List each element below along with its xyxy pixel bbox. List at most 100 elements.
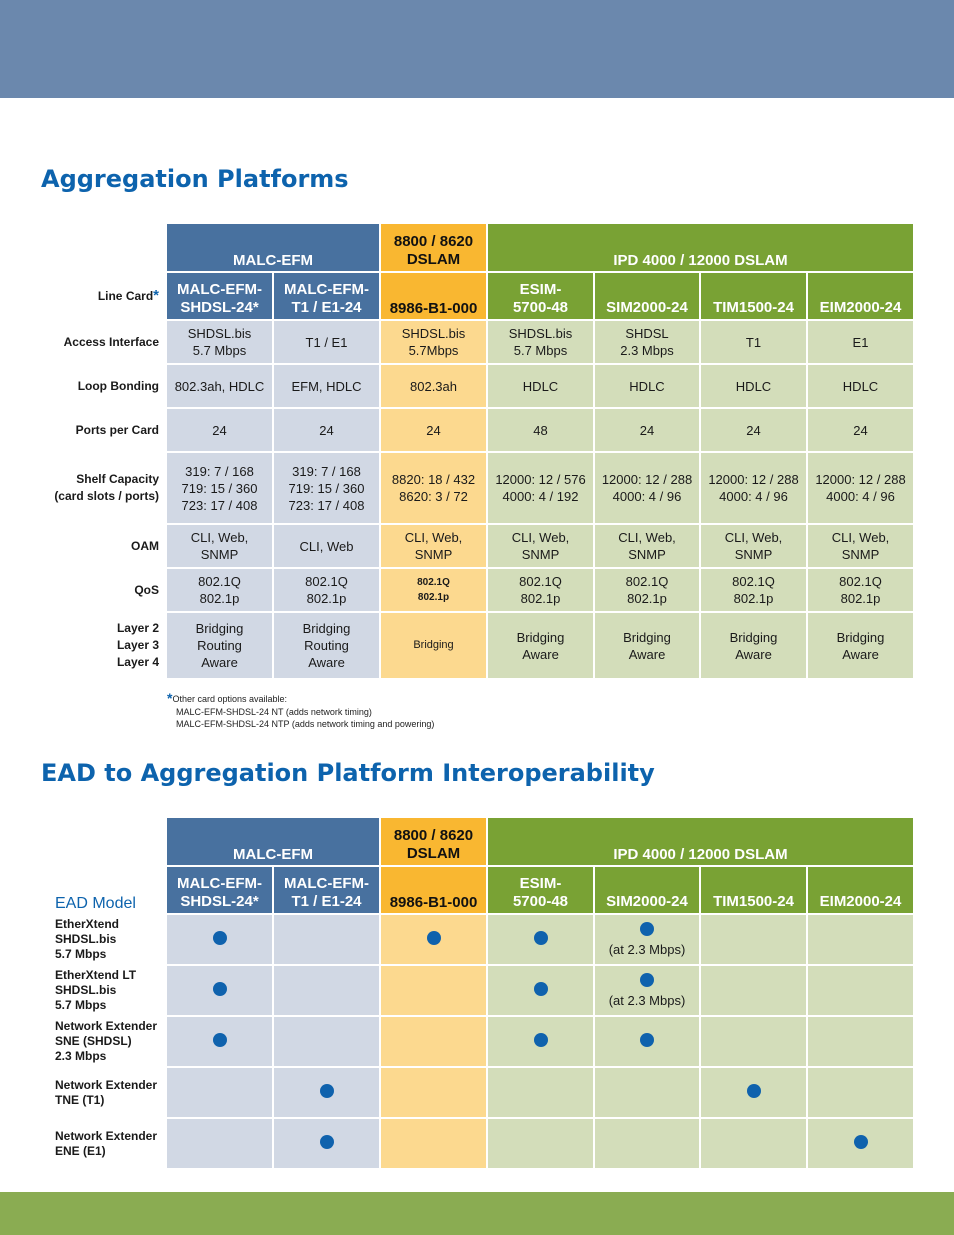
line-card-name: 8986-B1-000 — [389, 894, 478, 911]
spec-value-cell: HDLC — [808, 365, 913, 407]
spec-value: Bridging — [195, 621, 244, 636]
spec-value: 5.7 Mbps — [513, 343, 568, 358]
spec-value: HDLC — [735, 378, 772, 394]
compatibility-dot-wrap — [167, 1033, 272, 1050]
compatibility-cell — [167, 1068, 272, 1117]
ead-model-name: Network Extender SNE (SHDSL) 2.3 Mbps — [43, 1017, 165, 1066]
spec-value: SHDSL.bis — [187, 326, 252, 341]
compatibility-cell — [488, 915, 593, 964]
spec-value: 12000: 12 / 576 — [495, 472, 586, 487]
ead-model-text: 5.7 Mbps — [55, 947, 107, 961]
spec-value: 802.1p — [306, 591, 347, 606]
compatibility-cell — [808, 966, 913, 1015]
compatibility-cell — [808, 1119, 913, 1168]
spec-value: CLI, Web, — [511, 530, 570, 545]
line-card-header: TIM1500-24 — [701, 867, 806, 913]
line-card-name: T1 / E1-24 — [291, 299, 362, 316]
spec-value-cell: 24 — [274, 409, 379, 451]
spec-value: CLI, Web, — [190, 530, 249, 545]
line-card-header: SIM2000-24 — [595, 867, 699, 913]
line-card-name: MALC-EFM- — [177, 875, 262, 892]
line-card-name: TIM1500-24 — [713, 299, 794, 316]
spec-value: 8820: 18 / 432 — [391, 472, 476, 487]
spec-value-cell: CLI, Web, SNMP — [167, 525, 272, 567]
spec-value-cell: Bridging Aware — [701, 613, 806, 678]
compatibility-dot-wrap — [595, 972, 699, 990]
spec-value-cell: Bridging Aware — [488, 613, 593, 678]
compatible-dot-icon — [640, 972, 654, 987]
spec-value: 4000: 4 / 96 — [719, 489, 788, 504]
line-card-header: MALC-EFM- SHDSL-24* — [167, 867, 272, 913]
row-label: Access Interface — [43, 321, 165, 363]
compatibility-cell — [808, 1068, 913, 1117]
row-label-text: Shelf Capacity — [76, 472, 159, 486]
compatibility-note: (at 2.3 Mbps) — [608, 941, 686, 957]
spec-value: CLI, Web, — [724, 530, 783, 545]
spec-value: 24 — [746, 422, 761, 438]
group-header-label: MALC-EFM — [233, 252, 313, 269]
spec-value: 48 — [533, 422, 548, 438]
spec-value: 802.1Q — [625, 574, 669, 589]
spec-value: SHDSL.bis — [508, 326, 573, 341]
compatible-dot-icon — [426, 931, 441, 945]
spec-value: 4000: 4 / 192 — [502, 489, 579, 504]
row-label-text: Ports per Card — [75, 422, 159, 437]
spec-value: 723: 17 / 408 — [181, 497, 258, 513]
section-title-aggregation-platforms: Aggregation Platforms — [41, 165, 349, 193]
row-label-text: Loop Bonding — [77, 378, 159, 393]
footnote-star: * — [167, 690, 173, 706]
ead-model-text: Network Extender — [55, 1128, 158, 1143]
compatibility-cell — [381, 1017, 486, 1066]
compatibility-dot-wrap — [488, 931, 593, 948]
line-card-header: ESIM- 5700-48 — [488, 273, 593, 319]
group-header-ipd-dslam: IPD 4000 / 12000 DSLAM — [488, 818, 913, 865]
line-card-header: 8986-B1-000 — [381, 867, 486, 913]
spec-value: 24 — [212, 422, 227, 438]
line-card-header: MALC-EFM- T1 / E1-24 — [274, 273, 379, 319]
footnote-line: MALC-EFM-SHDSL-24 NTP (adds network timi… — [176, 719, 435, 729]
spec-value-cell: 802.3ah, HDLC — [167, 365, 272, 407]
compatibility-dot-wrap — [595, 921, 699, 939]
spec-value-cell: SHDSL.bis 5.7 Mbps — [167, 321, 272, 363]
ead-model-text: ENE (E1) — [55, 1143, 106, 1158]
spec-value-cell: HDLC — [701, 365, 806, 407]
ead-model-name: EtherXtend SHDSL.bis 5.7 Mbps — [43, 915, 165, 964]
row-label: Shelf Capacity (card slots / ports) — [43, 453, 165, 523]
line-card-header: TIM1500-24 — [701, 273, 806, 319]
compatible-dot-icon — [640, 921, 654, 936]
compatibility-cell — [808, 1017, 913, 1066]
group-header-8800-dslam: 8800 / 8620 DSLAM — [381, 818, 486, 865]
group-header-label: DSLAM — [406, 251, 461, 268]
compatible-dot-icon — [640, 1033, 654, 1047]
spec-value: Bridging — [729, 629, 778, 645]
line-card-header: MALC-EFM- T1 / E1-24 — [274, 867, 379, 913]
spec-value: 802.1Q — [417, 577, 450, 588]
compatibility-cell — [381, 966, 486, 1015]
spec-value-cell: Bridging Routing Aware — [274, 613, 379, 678]
spec-value-cell: CLI, Web, SNMP — [381, 525, 486, 567]
line-card-name: 5700-48 — [512, 893, 569, 910]
spec-value: 12000: 12 / 288 — [708, 472, 799, 487]
line-card-name: SHDSL-24* — [180, 299, 259, 316]
line-card-name: T1 / E1-24 — [291, 893, 362, 910]
spec-value-cell: Bridging Aware — [595, 613, 699, 678]
spec-value-cell: 24 — [381, 409, 486, 451]
spec-value-cell: 24 — [595, 409, 699, 451]
spec-value: 802.1Q — [732, 574, 775, 589]
group-header-malc-efm: MALC-EFM — [167, 818, 379, 865]
compatibility-cell — [167, 1119, 272, 1168]
spec-value: 802.1p — [627, 591, 667, 606]
group-header-label: IPD 4000 / 12000 DSLAM — [613, 252, 788, 269]
spec-value: 8620: 3 / 72 — [399, 489, 468, 504]
spec-value-cell: 12000: 12 / 576 4000: 4 / 192 — [488, 453, 593, 523]
section-title-interoperability: EAD to Aggregation Platform Interoperabi… — [41, 759, 655, 787]
ead-model-text: 2.3 Mbps — [55, 1049, 107, 1063]
spec-value-cell: 24 — [701, 409, 806, 451]
row-label-text: Layer 2 — [116, 621, 159, 635]
compatibility-cell — [488, 966, 593, 1015]
compatibility-cell — [488, 1068, 593, 1117]
spec-value: 12000: 12 / 288 — [601, 472, 693, 487]
spec-value: Aware — [735, 646, 772, 662]
line-card-header: ESIM- 5700-48 — [488, 867, 593, 913]
compatible-dot-icon — [533, 931, 548, 945]
